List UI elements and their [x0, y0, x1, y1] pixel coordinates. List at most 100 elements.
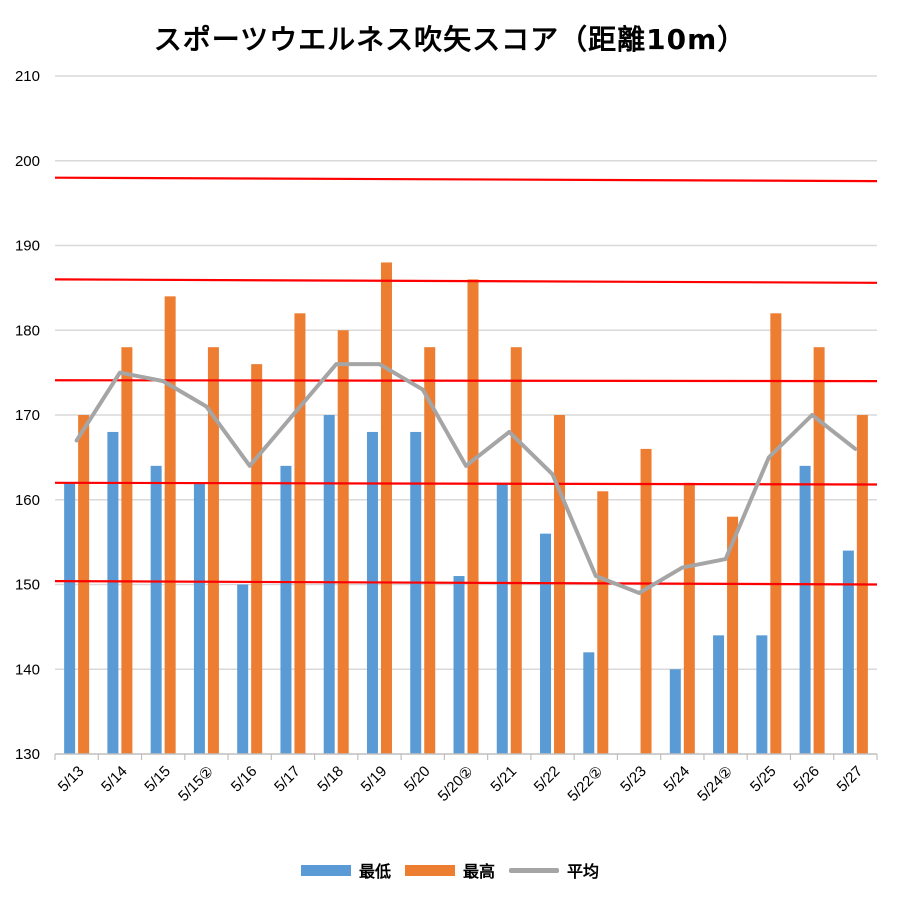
- x-tick-labels: 5/13 5/14 5/15 5/15② 5/16 5/17 5/18 5/19 5/20 5/2…: [55, 763, 866, 805]
- bar-max-4: [251, 364, 263, 754]
- average-point-13: [638, 592, 640, 594]
- y-tick-label-170: 170: [15, 407, 40, 424]
- average-point-7: [378, 363, 380, 365]
- average-point-6: [335, 363, 337, 365]
- x-tick-label-8: 5/20: [401, 763, 434, 796]
- average-point-4: [249, 465, 251, 467]
- legend-label-min: 最低: [358, 862, 391, 881]
- bar-min-16: [756, 635, 768, 754]
- bar-min-3: [193, 482, 205, 754]
- legend-item-max: 最高: [404, 858, 495, 882]
- bar-max-5: [294, 313, 306, 754]
- x-tick-label-0: 5/13: [55, 763, 88, 796]
- x-tick-label-6: 5/18: [314, 763, 347, 796]
- average-point-0: [76, 439, 78, 441]
- y-tick-label-160: 160: [15, 492, 40, 509]
- x-tick-label-10: 5/21: [487, 763, 520, 796]
- bar-max-16: [770, 313, 782, 754]
- average-point-15: [725, 558, 727, 560]
- bar-min-6: [323, 415, 335, 754]
- legend-label-max: 最高: [462, 862, 495, 881]
- bar-max-8: [424, 347, 436, 754]
- average-point-5: [292, 414, 294, 416]
- legend-swatch-avg: [509, 867, 559, 873]
- y-tick-label-200: 200: [15, 153, 40, 170]
- bar-max-3: [207, 347, 219, 754]
- bar-min-15: [713, 635, 725, 754]
- average-point-2: [162, 380, 164, 382]
- y-tick-label-150: 150: [15, 577, 40, 594]
- y-tick-label-130: 130: [15, 746, 40, 763]
- bar-max-17: [813, 347, 825, 754]
- bar-max-6: [337, 330, 349, 754]
- bar-min-0: [64, 482, 76, 754]
- x-tick-label-11: 5/22: [531, 763, 564, 796]
- x-tick-label-3: 5/15②: [175, 763, 217, 805]
- bar-max-15: [727, 516, 739, 754]
- average-point-12: [595, 575, 597, 577]
- bars: [64, 262, 868, 754]
- reference-lines: [54, 176, 878, 586]
- x-tick-label-16: 5/25: [747, 763, 780, 796]
- bar-max-7: [380, 262, 392, 754]
- average-point-9: [465, 465, 467, 467]
- bar-min-9: [453, 576, 465, 754]
- legend-swatch-max: [404, 864, 455, 876]
- bar-min-7: [366, 431, 378, 754]
- average-point-11: [552, 473, 554, 475]
- reference-line-0: [54, 176, 878, 183]
- x-tick-label-2: 5/15: [141, 763, 174, 796]
- x-tick-label-13: 5/23: [617, 763, 650, 796]
- legend-item-avg: 平均: [509, 858, 599, 882]
- x-tick-label-7: 5/19: [358, 763, 391, 796]
- average-point-8: [422, 389, 424, 391]
- legend: 最低 最高 平均: [0, 858, 900, 882]
- bar-min-2: [150, 465, 162, 754]
- bar-max-1: [121, 347, 133, 754]
- bar-max-13: [640, 448, 652, 754]
- bar-min-11: [540, 533, 552, 754]
- bar-min-17: [799, 465, 811, 754]
- bar-max-10: [510, 347, 522, 754]
- bar-max-9: [467, 279, 479, 754]
- bar-min-10: [496, 482, 508, 754]
- y-tick-label-190: 190: [15, 238, 40, 255]
- average-point-16: [768, 456, 770, 458]
- legend-swatch-min: [300, 864, 351, 876]
- average-point-17: [811, 414, 813, 416]
- legend-item-min: 最低: [300, 858, 391, 882]
- bar-min-8: [410, 431, 422, 754]
- bar-max-2: [164, 296, 176, 754]
- reference-line-1: [54, 278, 878, 284]
- bar-max-14: [683, 482, 695, 754]
- x-tick-label-15: 5/24②: [694, 763, 736, 805]
- chart-title: スポーツウエルネス吹矢スコア（距離10m）: [153, 23, 747, 56]
- x-tick-label-18: 5/27: [834, 763, 867, 796]
- bar-min-5: [280, 465, 292, 754]
- reference-line-2: [54, 379, 878, 383]
- bar-min-18: [842, 550, 854, 754]
- reference-line-3: [54, 481, 878, 486]
- y-tick-labels: 130 140 150 160 170 180 190 200 210: [15, 68, 40, 763]
- x-tick-label-12: 5/22②: [564, 763, 606, 805]
- x-tick-label-4: 5/16: [228, 763, 261, 796]
- average-line: [74, 362, 858, 595]
- series-line-average: [74, 362, 858, 595]
- y-tick-label-180: 180: [15, 322, 40, 339]
- average-point-1: [119, 372, 121, 374]
- x-tick-label-9: 5/20②: [435, 763, 477, 805]
- bar-max-12: [597, 491, 609, 754]
- axes: [54, 753, 878, 760]
- reference-line-4: [54, 580, 878, 586]
- legend-label-avg: 平均: [567, 862, 600, 881]
- average-point-3: [205, 406, 207, 408]
- x-tick-label-17: 5/26: [790, 763, 823, 796]
- bar-min-1: [107, 431, 119, 754]
- bar-min-12: [583, 652, 595, 754]
- bar-max-0: [78, 415, 90, 754]
- bar-min-4: [237, 584, 249, 754]
- average-point-18: [854, 448, 856, 450]
- bar-min-14: [669, 669, 681, 754]
- x-tick-label-5: 5/17: [271, 763, 304, 796]
